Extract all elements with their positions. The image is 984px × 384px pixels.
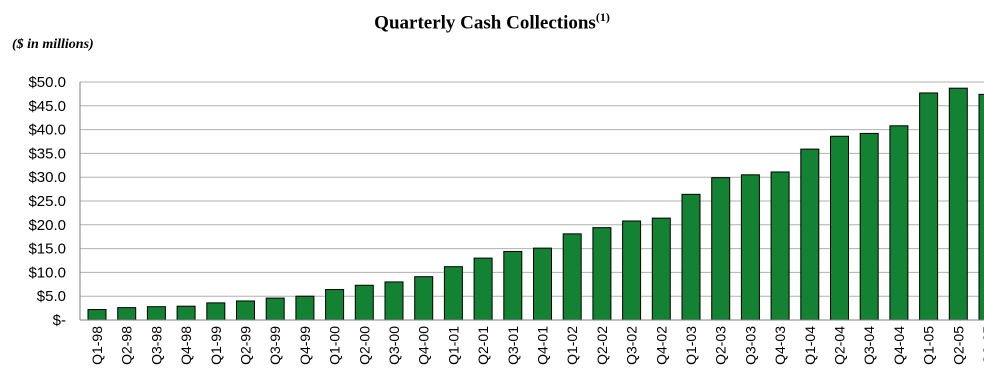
bar-q2-01 <box>473 257 493 321</box>
x-tick-label: Q2-03 <box>713 326 729 365</box>
y-tick-labels: $- $5.0 $10.0 $15.0 $20.0 $25.0 $30.0 $35.0 $40.… <box>28 74 66 329</box>
bar-q2-04 <box>830 135 849 321</box>
bar-q2-00 <box>354 284 374 321</box>
bar-q4-01 <box>533 247 552 321</box>
bar-q3-98 <box>146 306 166 321</box>
bar-q3-03 <box>740 174 760 321</box>
chart-title-footnote: (1) <box>595 10 610 24</box>
x-tick-label: Q1-05 <box>921 326 937 365</box>
chart-title-text: Quarterly Cash Collections <box>374 12 596 34</box>
bar-q4-00 <box>414 276 434 321</box>
bar-q4-99 <box>295 295 315 321</box>
x-tick-label: Q2-05 <box>950 326 966 365</box>
x-tick-label: Q4-03 <box>772 326 788 365</box>
x-tick-label: Q1-00 <box>327 326 343 365</box>
x-tick-label: Q1-98 <box>89 326 105 365</box>
bar-q1-05 <box>919 92 939 321</box>
bar-q3-02 <box>622 220 642 321</box>
bar-q4-04 <box>889 125 909 321</box>
bar-q4-98 <box>176 305 196 321</box>
y-tick-label: $45.0 <box>28 98 66 115</box>
x-tick-label: Q1-03 <box>683 326 699 365</box>
x-tick-label: Q3-05 <box>980 326 984 365</box>
bar-q3-05 <box>978 93 984 321</box>
x-tick-label: Q4-99 <box>297 326 313 365</box>
bar-q2-05 <box>948 87 968 321</box>
bar-q1-01 <box>443 266 463 321</box>
bar-q1-98 <box>87 309 107 321</box>
bar-q1-00 <box>325 289 345 321</box>
chart-title: Quarterly Cash Collections(1) <box>0 10 984 34</box>
y-tick-label: $30.0 <box>28 169 66 186</box>
x-tick-label: Q3-98 <box>148 326 164 365</box>
bar-q1-99 <box>206 302 226 321</box>
bar-q2-99 <box>236 300 255 321</box>
y-tick-label: $35.0 <box>28 145 66 162</box>
x-tick-label: Q2-00 <box>356 326 372 365</box>
x-tick-labels: Q1-98 Q2-98 Q3-98 Q4-98 Q1-99 Q2-99 Q3-99 Q4-99… <box>89 326 984 365</box>
bar-q2-03 <box>711 177 731 321</box>
bar-q1-02 <box>562 233 582 321</box>
x-tick-label: Q2-02 <box>594 326 610 365</box>
x-tick-label: Q4-98 <box>178 326 194 365</box>
x-tick-label: Q4-04 <box>891 326 907 365</box>
x-tick-label: Q2-99 <box>238 326 254 365</box>
x-tick-label: Q2-98 <box>119 326 135 365</box>
bar-q1-03 <box>681 193 701 321</box>
y-tick-label: $40.0 <box>28 122 66 139</box>
x-tick-label: Q3-99 <box>267 326 283 365</box>
x-tick-label: Q3-01 <box>505 326 521 365</box>
x-tick-label: Q3-03 <box>742 326 758 365</box>
y-tick-label: $25.0 <box>28 193 66 210</box>
x-tick-label: Q1-99 <box>208 326 224 365</box>
bar-q3-00 <box>384 281 404 321</box>
x-tick-label: Q4-00 <box>416 326 432 365</box>
x-tick-label: Q3-00 <box>386 326 402 365</box>
y-tick-label: $- <box>53 312 66 329</box>
x-tick-label: Q1-01 <box>445 326 461 365</box>
x-tick-label: Q2-01 <box>475 326 491 365</box>
bar-q3-01 <box>503 250 523 321</box>
x-tick-label: Q3-04 <box>861 326 877 365</box>
x-tick-label: Q4-01 <box>535 326 551 365</box>
bar-q2-02 <box>592 227 612 321</box>
bar-q1-04 <box>800 148 820 321</box>
y-tick-label: $5.0 <box>37 288 66 305</box>
bar-q4-03 <box>770 171 790 321</box>
x-tick-label: Q1-02 <box>564 326 580 365</box>
bars <box>87 87 984 321</box>
axes <box>79 82 984 321</box>
chart-subtitle: ($ in millions) <box>12 37 94 52</box>
x-tick-label: Q1-04 <box>802 326 818 365</box>
bar-q2-98 <box>117 307 137 321</box>
bar-q3-04 <box>859 132 879 321</box>
x-tick-label: Q2-04 <box>832 326 848 365</box>
y-tick-label: $15.0 <box>28 241 66 258</box>
bar-q4-02 <box>651 217 671 321</box>
x-tick-label: Q4-02 <box>653 326 669 365</box>
bar-q3-99 <box>265 297 285 321</box>
x-tick-label: Q3-02 <box>624 326 640 365</box>
y-tick-label: $20.0 <box>28 217 66 234</box>
y-tick-label: $50.0 <box>28 74 66 91</box>
y-tick-label: $10.0 <box>28 264 66 281</box>
